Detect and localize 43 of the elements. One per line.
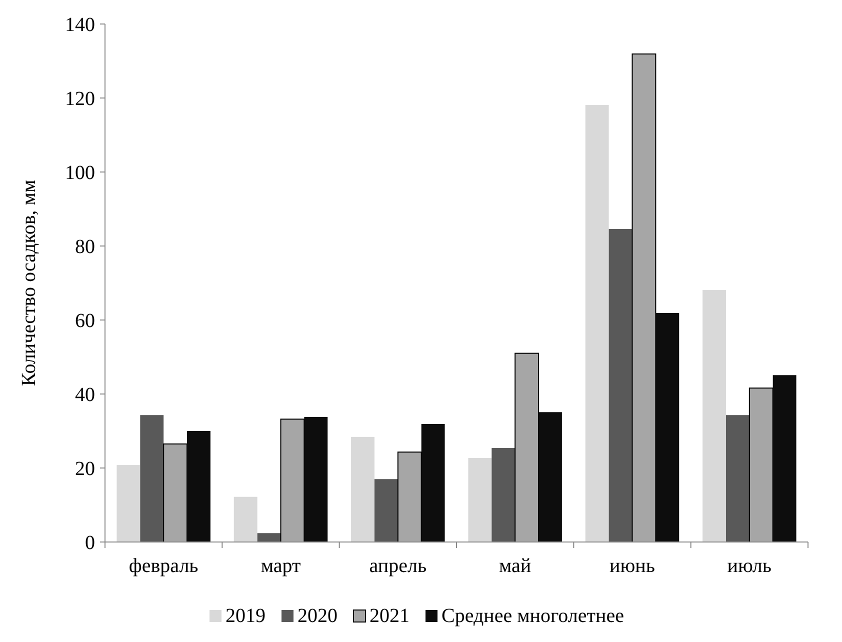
- bar: [280, 418, 305, 542]
- y-tick-label: 60: [75, 310, 95, 332]
- bar: [656, 312, 680, 542]
- bar: [374, 479, 398, 542]
- legend-label: 2020: [298, 605, 338, 627]
- y-tick-label: 120: [65, 88, 95, 110]
- bar: [702, 290, 726, 542]
- y-tick-label: 20: [75, 458, 95, 480]
- bar: [397, 452, 422, 542]
- bar: [585, 105, 609, 542]
- bar: [163, 443, 188, 542]
- legend-label: 2021: [370, 605, 410, 627]
- x-tick-label: июнь: [610, 555, 655, 577]
- bar: [514, 352, 540, 542]
- bar: [492, 448, 516, 542]
- bar: [772, 375, 796, 542]
- bar: [632, 53, 656, 542]
- bar: [726, 415, 750, 542]
- bar: [421, 424, 445, 542]
- x-tick-label: апрель: [369, 555, 427, 577]
- bar: [468, 458, 492, 542]
- x-tick-label: март: [260, 555, 301, 577]
- y-tick-label: 0: [85, 532, 95, 554]
- bar: [257, 533, 281, 542]
- bar: [608, 228, 632, 542]
- y-axis-title: Количество осадков, мм: [18, 180, 40, 386]
- y-tick-label: 80: [75, 236, 95, 258]
- x-tick-label: май: [499, 555, 532, 577]
- x-tick-label: июль: [727, 555, 772, 577]
- x-tick-label: февраль: [128, 555, 198, 577]
- bar: [234, 496, 258, 542]
- legend-label: 2019: [226, 605, 266, 627]
- bar: [140, 415, 164, 542]
- legend-label: Среднее многолетнее: [442, 605, 624, 627]
- bar: [116, 465, 140, 542]
- y-tick-label: 100: [65, 162, 95, 184]
- bar: [538, 412, 562, 542]
- bar: [748, 388, 774, 542]
- y-tick-label: 140: [65, 14, 95, 36]
- bar: [187, 431, 210, 542]
- bar: [351, 436, 374, 542]
- bar: [304, 416, 328, 542]
- y-tick-label: 40: [75, 384, 95, 406]
